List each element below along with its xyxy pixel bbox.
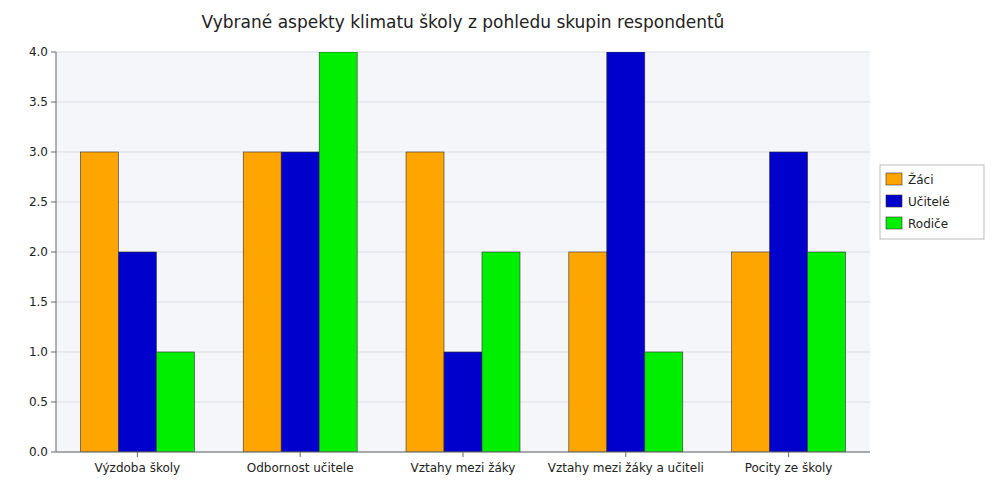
bar <box>319 52 357 452</box>
y-tick <box>51 352 56 353</box>
y-tick <box>51 452 56 453</box>
bar <box>406 152 444 452</box>
y-tick-label: 4.0 <box>29 45 48 59</box>
x-tick <box>788 452 789 457</box>
grid-line <box>56 202 870 203</box>
y-tick-label: 1.0 <box>29 345 48 359</box>
y-tick-label: 3.5 <box>29 95 48 109</box>
y-tick <box>51 252 56 253</box>
bar <box>645 352 683 452</box>
grid-line <box>56 152 870 153</box>
grid-line <box>56 102 870 103</box>
y-tick <box>51 302 56 303</box>
y-axis-line <box>56 52 57 452</box>
y-tick <box>51 102 56 103</box>
y-tick-label: 0.0 <box>29 445 48 459</box>
x-tick <box>300 452 301 457</box>
legend-label: Učitelé <box>908 195 950 209</box>
bar <box>808 252 846 452</box>
x-tick <box>137 452 138 457</box>
legend: Žáci Učitelé Rodiče <box>880 165 984 239</box>
legend-label: Rodiče <box>908 217 948 231</box>
x-tick <box>463 452 464 457</box>
bar <box>482 252 520 452</box>
y-tick <box>51 152 56 153</box>
y-tick <box>51 202 56 203</box>
y-tick-label: 3.0 <box>29 145 48 159</box>
legend-swatch <box>886 173 902 185</box>
bar <box>243 152 281 452</box>
bar <box>732 252 770 452</box>
x-tick-label: Vztahy mezi žáky a učiteli <box>548 461 704 475</box>
legend-swatch <box>886 195 902 207</box>
x-tick-label: Pocity ze školy <box>745 461 833 475</box>
y-tick <box>51 402 56 403</box>
bar <box>444 352 482 452</box>
bars <box>80 52 845 452</box>
bar <box>156 352 194 452</box>
x-tick-label: Odbornost učitele <box>247 461 354 475</box>
legend-swatch <box>886 217 902 229</box>
bar <box>569 252 607 452</box>
y-axis: 0.0 0.5 1.0 1.5 2.0 2.5 3.0 3.5 4.0 <box>29 45 56 459</box>
x-tick <box>625 452 626 457</box>
y-tick-label: 2.5 <box>29 195 48 209</box>
x-tick-label: Výzdoba školy <box>95 461 181 475</box>
chart-svg: Vybrané aspekty klimatu školy z pohledu … <box>0 0 1000 500</box>
y-tick <box>51 52 56 53</box>
x-tick-label: Vztahy mezi žáky <box>411 461 516 475</box>
plot-area <box>56 52 870 452</box>
grid-line <box>56 52 870 53</box>
x-axis: Výzdoba školy Odbornost učitele Vztahy mez… <box>56 452 870 475</box>
chart-title: Vybrané aspekty klimatu školy z pohledu … <box>202 12 725 32</box>
bar <box>80 152 118 452</box>
bar <box>118 252 156 452</box>
bar <box>607 52 645 452</box>
chart-container: Vybrané aspekty klimatu školy z pohledu … <box>0 0 1000 500</box>
bar <box>770 152 808 452</box>
y-tick-label: 2.0 <box>29 245 48 259</box>
y-grid <box>56 52 870 452</box>
legend-label: Žáci <box>908 172 934 187</box>
legend-box <box>880 165 984 239</box>
bar <box>281 152 319 452</box>
y-tick-label: 0.5 <box>29 395 48 409</box>
y-tick-label: 1.5 <box>29 295 48 309</box>
